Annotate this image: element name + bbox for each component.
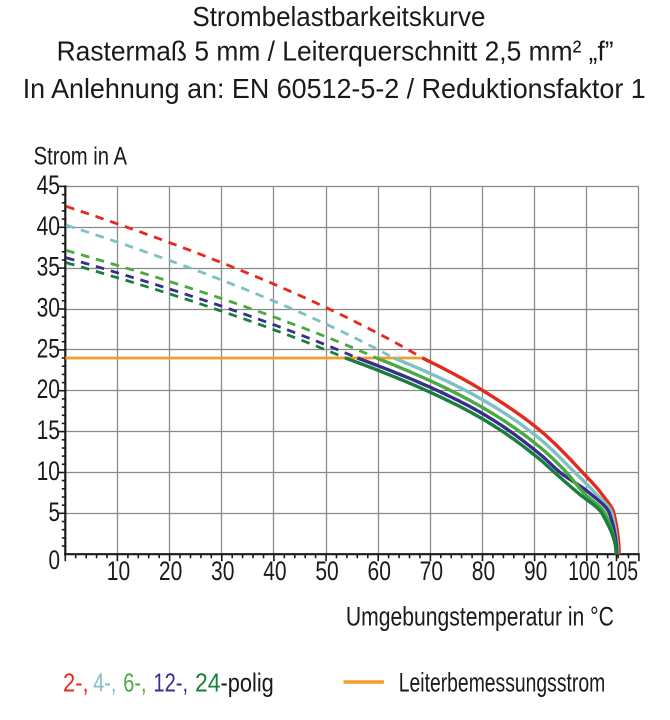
- svg-text:5: 5: [49, 497, 61, 527]
- svg-text:40: 40: [37, 211, 60, 241]
- svg-text:105: 105: [606, 556, 638, 586]
- svg-text:15: 15: [37, 415, 60, 445]
- svg-text:45: 45: [37, 170, 60, 200]
- svg-text:30: 30: [37, 293, 60, 323]
- svg-text:6-,: 6-,: [123, 668, 146, 698]
- svg-text:12-,: 12-,: [153, 668, 188, 698]
- svg-text:10: 10: [107, 556, 130, 586]
- svg-text:20: 20: [37, 374, 60, 404]
- svg-text:40: 40: [263, 556, 286, 586]
- svg-text:90: 90: [524, 556, 547, 586]
- svg-text:2-,: 2-,: [63, 668, 89, 698]
- svg-text:50: 50: [315, 556, 338, 586]
- svg-text:20: 20: [159, 556, 182, 586]
- svg-text:35: 35: [37, 252, 60, 282]
- svg-text:24: 24: [195, 668, 221, 698]
- svg-text:In Anlehnung an: EN 60512-5-2: In Anlehnung an: EN 60512-5-2 / Reduktio…: [23, 73, 646, 104]
- svg-text:25: 25: [37, 333, 60, 363]
- svg-text:100: 100: [568, 556, 600, 586]
- svg-text:80: 80: [472, 556, 495, 586]
- svg-text:Rastermaß 5 mm / Leiterquersch: Rastermaß 5 mm / Leiterquerschnitt 2,5 m…: [57, 36, 614, 67]
- svg-text:Strom in A: Strom in A: [34, 143, 128, 171]
- svg-text:-polig: -polig: [221, 668, 274, 698]
- svg-text:0: 0: [49, 545, 61, 575]
- svg-text:Umgebungstemperatur in °C: Umgebungstemperatur in °C: [346, 602, 614, 632]
- svg-text:30: 30: [211, 556, 234, 586]
- svg-text:10: 10: [37, 456, 60, 486]
- svg-text:70: 70: [420, 556, 443, 586]
- svg-text:Strombelastbarkeitskurve: Strombelastbarkeitskurve: [192, 1, 485, 32]
- svg-text:4-,: 4-,: [93, 668, 116, 698]
- svg-text:Leiterbemessungsstrom: Leiterbemessungsstrom: [399, 667, 605, 697]
- svg-text:60: 60: [368, 556, 391, 586]
